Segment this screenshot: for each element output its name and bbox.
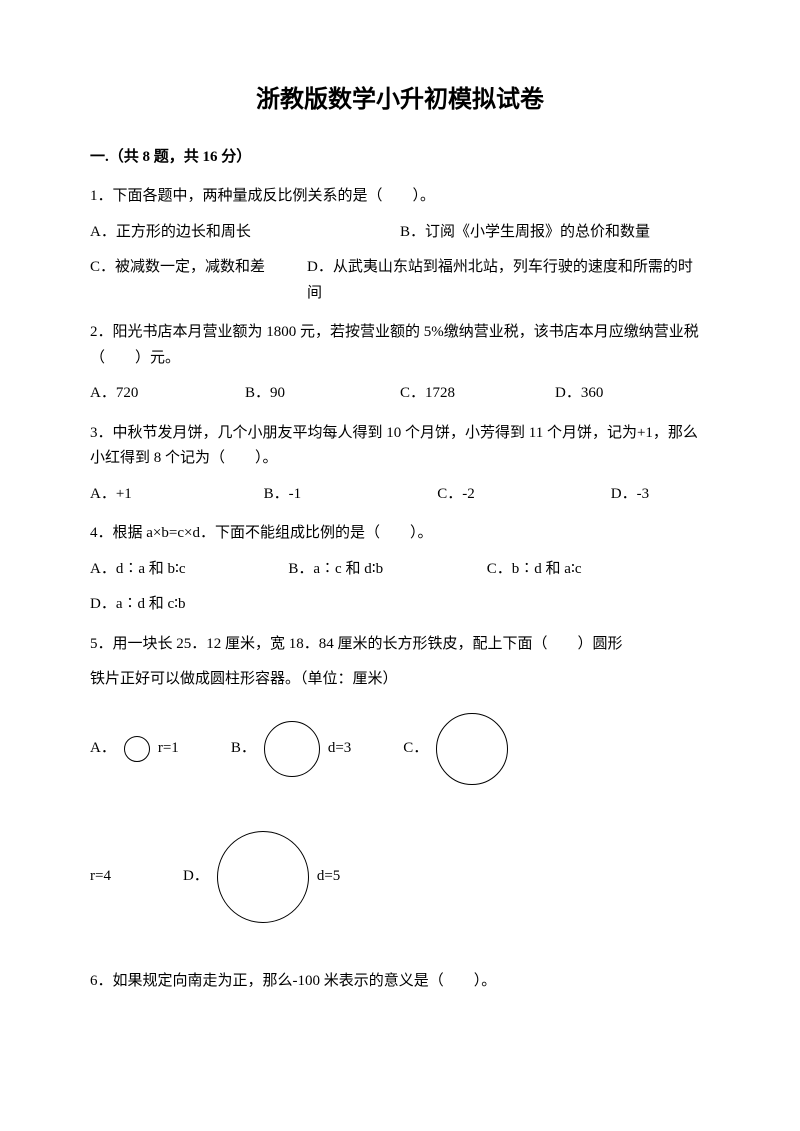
q1-option-d: D．从武夷山东站到福州北站，列车行驶的速度和所需的时间 [307, 255, 710, 306]
q4-option-c: C．b∶d 和 a∶c [487, 557, 710, 583]
q4-option-b: B．a∶c 和 d∶b [288, 557, 486, 583]
q5-b-label: B． [231, 736, 256, 762]
question-4: 4．根据 a×b=c×d．下面不能组成比例的是（ ）。 A．d∶a 和 b∶c … [90, 521, 710, 618]
q5-c-label: C． [403, 736, 428, 762]
circle-r1-icon [124, 736, 150, 762]
circle-d3-icon [264, 721, 320, 777]
q5-option-a: A． r=1 [90, 736, 179, 762]
q6-text: 6．如果规定向南走为正，那么-100 米表示的意义是（ ）。 [90, 969, 710, 995]
q5-b-val: d=3 [328, 736, 351, 762]
q5-option-d: D． d=5 [183, 831, 340, 923]
q4-text: 4．根据 a×b=c×d．下面不能组成比例的是（ ）。 [90, 521, 710, 547]
section-header: 一.（共 8 题，共 16 分） [90, 145, 710, 171]
q2-option-b: B．90 [245, 381, 400, 407]
q4-option-d: D．a∶d 和 c∶b [90, 592, 710, 618]
q5-text-2: 铁片正好可以做成圆柱形容器。（单位：厘米） [90, 667, 710, 693]
q2-option-d: D．360 [555, 381, 710, 407]
q5-a-val: r=1 [158, 736, 179, 762]
q3-option-d: D．-3 [611, 482, 710, 508]
q4-option-a: A．d∶a 和 b∶c [90, 557, 288, 583]
q5-option-c: C． [403, 713, 514, 785]
q5-r4-text: r=4 [90, 864, 111, 890]
q2-option-c: C．1728 [400, 381, 555, 407]
circle-r4-icon [436, 713, 508, 785]
q3-text: 3．中秋节发月饼，几个小朋友平均每人得到 10 个月饼，小芳得到 11 个月饼，… [90, 421, 710, 472]
q3-option-c: C．-2 [437, 482, 611, 508]
q3-option-b: B．-1 [264, 482, 438, 508]
question-6: 6．如果规定向南走为正，那么-100 米表示的意义是（ ）。 [90, 969, 710, 995]
circle-d5-icon [217, 831, 309, 923]
q5-option-b: B． d=3 [231, 721, 351, 777]
q1-text: 1．下面各题中，两种量成反比例关系的是（ ）。 [90, 184, 710, 210]
question-5: 5．用一块长 25．12 厘米，宽 18．84 厘米的长方形铁皮，配上下面（ ）… [90, 632, 710, 951]
q2-option-a: A．720 [90, 381, 245, 407]
q5-r4-label: r=4 [90, 864, 111, 890]
question-2: 2．阳光书店本月营业额为 1800 元，若按营业额的 5%缴纳营业税，该书店本月… [90, 320, 710, 407]
q1-option-b: B．订阅《小学生周报》的总价和数量 [400, 220, 710, 246]
q5-a-label: A． [90, 736, 116, 762]
q1-option-c: C．被减数一定，减数和差 [90, 255, 307, 306]
q5-d-label: D． [183, 864, 209, 890]
question-3: 3．中秋节发月饼，几个小朋友平均每人得到 10 个月饼，小芳得到 11 个月饼，… [90, 421, 710, 508]
q5-text-1: 5．用一块长 25．12 厘米，宽 18．84 厘米的长方形铁皮，配上下面（ ）… [90, 632, 710, 658]
q1-option-a: A．正方形的边长和周长 [90, 220, 400, 246]
q5-d-val: d=5 [317, 864, 340, 890]
q3-option-a: A．+1 [90, 482, 264, 508]
q5-options-row1: A． r=1 B． d=3 C． [90, 713, 710, 813]
q5-options-row2: r=4 D． d=5 [90, 831, 710, 951]
q2-text: 2．阳光书店本月营业额为 1800 元，若按营业额的 5%缴纳营业税，该书店本月… [90, 320, 710, 371]
page-title: 浙教版数学小升初模拟试卷 [90, 80, 710, 121]
question-1: 1．下面各题中，两种量成反比例关系的是（ ）。 A．正方形的边长和周长 B．订阅… [90, 184, 710, 306]
